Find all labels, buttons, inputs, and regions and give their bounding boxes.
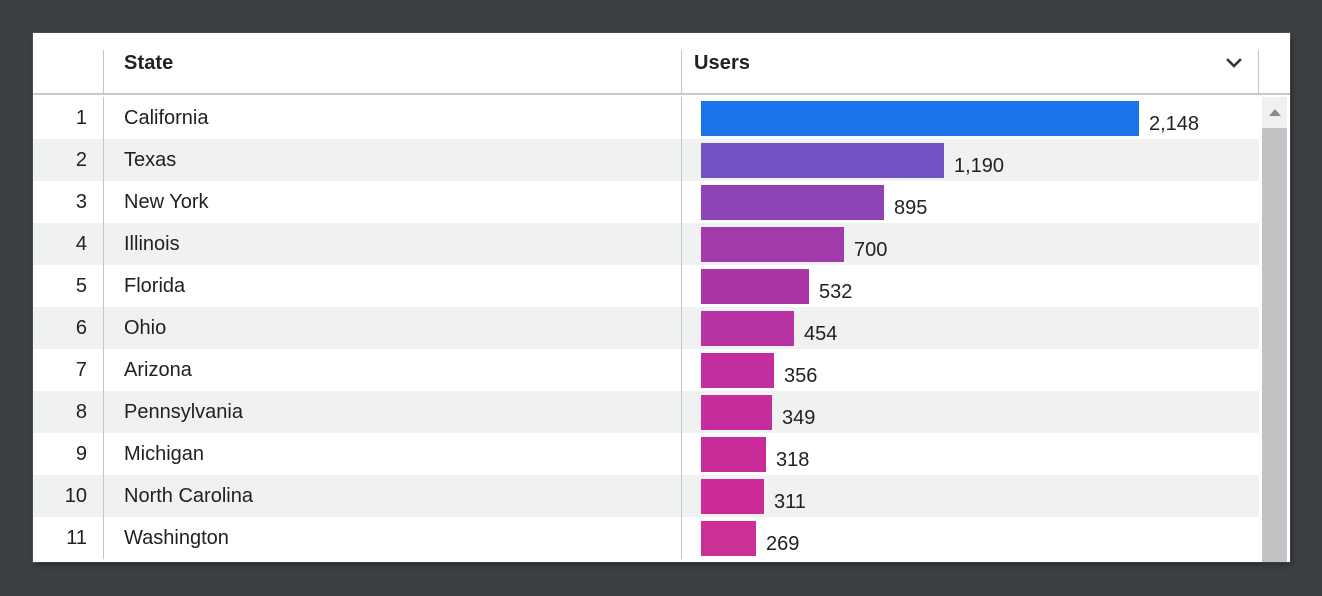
row-rank: 3 [33,181,104,223]
table-row[interactable]: 3 New York 895 [33,181,1259,223]
table-row[interactable]: 7 Arizona 356 [33,349,1259,391]
row-rank: 1 [33,97,104,139]
users-bar [701,227,844,262]
row-bar-cell: 532 [682,265,1259,307]
row-state-name: Florida [104,265,682,307]
users-bar [701,437,766,472]
row-rank: 10 [33,475,104,517]
table-row[interactable]: 10 North Carolina 311 [33,475,1259,517]
row-bar-cell: 356 [682,349,1259,391]
users-value-label: 349 [782,407,816,429]
users-bar [701,479,764,514]
users-value-label: 700 [854,239,888,261]
users-bar [701,353,774,388]
table-row[interactable]: 6 Ohio 454 [33,307,1259,349]
row-state-name: New York [104,181,682,223]
header-cell-index [33,33,104,93]
row-rank: 5 [33,265,104,307]
users-value-label: 311 [774,491,806,513]
row-bar-cell: 349 [682,391,1259,433]
row-rank: 7 [33,349,104,391]
table-body: 1 California 2,148 2 Texas 1,190 3 New Y… [33,97,1259,562]
row-rank: 9 [33,433,104,475]
users-value-label: 454 [804,323,838,345]
users-bar [701,395,772,430]
users-value-label: 2,148 [1149,113,1200,135]
users-bar [701,311,794,346]
table-row[interactable]: 4 Illinois 700 [33,223,1259,265]
row-rank: 6 [33,307,104,349]
users-value-label: 895 [894,197,928,219]
row-bar-cell: 454 [682,307,1259,349]
users-bar [701,269,809,304]
row-rank: 2 [33,139,104,181]
row-rank: 11 [33,517,104,559]
users-column-header: Users [694,51,751,74]
table-header-row: State Users [33,33,1290,95]
row-bar-cell: 318 [682,433,1259,475]
row-state-name: Illinois [104,223,682,265]
data-table-panel: State Users 1 California 2,148 2 Texas 1… [33,33,1290,562]
row-bar-cell: 2,148 [682,97,1259,139]
table-row[interactable]: 5 Florida 532 [33,265,1259,307]
chevron-down-icon[interactable] [1225,54,1243,72]
users-bar [701,143,944,178]
users-bar [701,185,884,220]
scrollbar-thumb[interactable] [1262,128,1287,562]
row-bar-cell: 1,190 [682,139,1259,181]
row-state-name: Washington [104,517,682,559]
header-scroll-spacer [1259,33,1290,93]
table-row[interactable]: 1 California 2,148 [33,97,1259,139]
users-value-label: 318 [776,449,810,471]
row-state-name: Ohio [104,307,682,349]
row-rank: 8 [33,391,104,433]
table-row[interactable]: 2 Texas 1,190 [33,139,1259,181]
vertical-scrollbar[interactable] [1262,97,1287,562]
row-state-name: Pennsylvania [104,391,682,433]
table-row[interactable]: 11 Washington 269 [33,517,1259,559]
triangle-up-icon [1268,109,1281,116]
users-bar [701,101,1139,136]
row-bar-cell: 700 [682,223,1259,265]
row-bar-cell: 895 [682,181,1259,223]
table-row[interactable]: 9 Michigan 318 [33,433,1259,475]
header-cell-state[interactable]: State [104,33,682,93]
users-value-label: 269 [766,533,800,555]
users-value-label: 1,190 [954,155,1005,177]
users-bar [701,521,756,556]
scroll-up-button[interactable] [1262,97,1287,128]
table-row[interactable]: 8 Pennsylvania 349 [33,391,1259,433]
row-state-name: Arizona [104,349,682,391]
row-state-name: Michigan [104,433,682,475]
state-column-header: State [124,51,174,74]
row-state-name: North Carolina [104,475,682,517]
header-cell-users[interactable]: Users [682,33,1259,93]
row-rank: 4 [33,223,104,265]
users-value-label: 356 [784,365,818,387]
row-bar-cell: 311 [682,475,1259,517]
row-state-name: Texas [104,139,682,181]
row-bar-cell: 269 [682,517,1259,559]
users-value-label: 532 [819,281,853,303]
row-state-name: California [104,97,682,139]
